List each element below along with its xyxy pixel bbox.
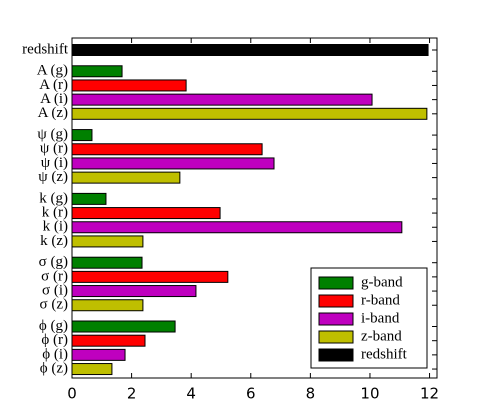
bar — [71, 207, 221, 220]
y-tick-label: k (i) — [43, 219, 68, 235]
y-tick-label: ϕ (r) — [41, 332, 68, 348]
y-tick-label: σ (r) — [41, 268, 68, 284]
bar — [71, 107, 428, 120]
bar — [71, 270, 229, 283]
bar — [71, 143, 263, 156]
bar — [71, 79, 187, 92]
bar — [71, 157, 275, 170]
y-tick-label: ϕ (g) — [39, 318, 68, 334]
legend-swatch — [318, 276, 354, 290]
bar — [71, 348, 126, 361]
bar — [71, 299, 144, 312]
legend-label: i-band — [361, 310, 400, 326]
bar — [71, 363, 113, 376]
legend-swatch — [318, 312, 354, 326]
y-tick-label: ϕ (i) — [42, 346, 68, 362]
legend-label: r-band — [361, 292, 400, 308]
legend-label: g-band — [361, 274, 403, 290]
bar — [71, 221, 403, 234]
bar — [71, 320, 176, 333]
y-tick-label: ϕ (z) — [40, 360, 68, 376]
legend-swatch — [318, 348, 354, 362]
x-tick-label: 12 — [420, 385, 439, 403]
y-tick-label: A (r) — [39, 77, 68, 93]
bar — [71, 171, 181, 184]
bar — [71, 65, 123, 78]
x-tick-label: 10 — [360, 385, 379, 403]
y-tick-label: ψ (g) — [37, 127, 68, 143]
y-tick-label: redshift — [22, 41, 69, 57]
y-tick-label: σ (z) — [40, 297, 68, 313]
y-tick-label: σ (i) — [42, 282, 68, 298]
bar — [71, 256, 143, 269]
y-tick-label: k (z) — [40, 233, 68, 249]
bar — [71, 44, 429, 56]
x-tick-label: 2 — [127, 385, 137, 403]
x-tick-label: 0 — [67, 385, 77, 403]
bar — [71, 129, 93, 142]
x-tick-label: 4 — [186, 385, 196, 403]
y-tick-label: A (g) — [37, 63, 68, 79]
y-tick-label: A (z) — [38, 105, 68, 121]
bar — [71, 192, 107, 205]
bar — [71, 334, 146, 347]
y-tick-label: ψ (r) — [40, 141, 68, 157]
y-tick-label: k (g) — [39, 190, 68, 206]
y-tick-label: ψ (z) — [38, 169, 68, 185]
legend-swatch — [318, 330, 354, 344]
bar — [71, 285, 197, 298]
x-tick-label: 8 — [306, 385, 316, 403]
bar — [71, 235, 144, 248]
y-tick-label: ψ (i) — [41, 155, 68, 171]
legend-label: redshift — [361, 346, 408, 362]
legend-swatch — [318, 294, 354, 308]
y-tick-label: k (r) — [42, 205, 68, 221]
y-tick-label: σ (g) — [39, 254, 68, 270]
y-tick-label: A (i) — [40, 91, 68, 107]
bar — [71, 93, 373, 106]
legend-label: z-band — [361, 328, 402, 344]
x-tick-label: 6 — [246, 385, 256, 403]
